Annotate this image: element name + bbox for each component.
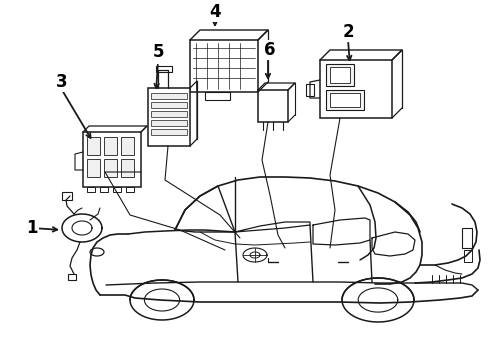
Ellipse shape <box>90 248 104 256</box>
Bar <box>151 102 187 108</box>
Bar <box>190 40 258 92</box>
Bar <box>462 228 472 248</box>
Bar <box>151 129 187 135</box>
Bar <box>87 187 95 192</box>
Bar <box>100 187 108 192</box>
Bar <box>151 111 187 117</box>
Bar <box>87 137 100 155</box>
Bar <box>121 159 134 177</box>
Text: 3: 3 <box>56 73 68 91</box>
Bar <box>151 120 187 126</box>
Text: 1: 1 <box>26 219 38 237</box>
Bar <box>156 66 172 72</box>
Bar <box>330 93 360 107</box>
Bar <box>151 93 187 99</box>
Text: 2: 2 <box>342 23 354 41</box>
Bar <box>320 60 392 118</box>
Bar <box>83 132 141 187</box>
Bar <box>87 159 100 177</box>
Bar <box>62 192 72 200</box>
Bar <box>306 84 314 96</box>
Bar <box>148 88 190 146</box>
Bar <box>326 90 364 110</box>
Bar <box>113 187 121 192</box>
Bar <box>464 250 472 262</box>
Bar <box>330 67 350 83</box>
Bar <box>126 187 134 192</box>
Text: 5: 5 <box>152 43 164 61</box>
Bar <box>68 274 76 280</box>
Bar <box>121 137 134 155</box>
Bar <box>205 92 230 100</box>
Bar <box>258 90 288 122</box>
Text: 6: 6 <box>264 41 276 59</box>
Text: 4: 4 <box>209 3 221 21</box>
Bar <box>326 64 354 86</box>
Bar <box>104 137 117 155</box>
Bar <box>104 159 117 177</box>
